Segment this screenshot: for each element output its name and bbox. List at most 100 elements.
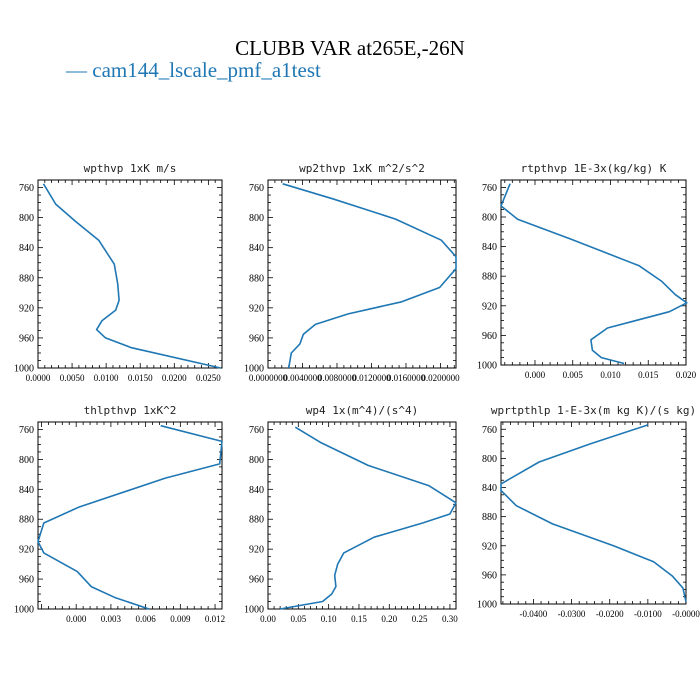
plot-frame	[267, 179, 457, 369]
x-tick-label: 0.000	[66, 614, 87, 624]
y-tick-label: 960	[482, 331, 497, 342]
y-tick-label: 960	[482, 570, 497, 581]
x-tick-label: -0.0200	[596, 609, 624, 619]
x-tick-label: 0.006	[135, 614, 156, 624]
y-tick-label: 960	[249, 333, 264, 344]
x-tick-label: 0.0000	[26, 373, 51, 383]
y-tick-label: 920	[19, 303, 34, 314]
y-tick-label: 840	[249, 243, 264, 254]
x-tick-label: -0.0400	[520, 609, 548, 619]
x-tick-label: 0.0200	[162, 373, 187, 383]
legend-entry: — cam144_lscale_pmf_a1test	[66, 58, 321, 82]
y-tick-label: 760	[482, 425, 497, 436]
x-tick-label: 0.10	[321, 614, 337, 624]
plot-frame	[37, 421, 223, 610]
y-tick-label: 760	[249, 183, 264, 194]
y-tick-label: 800	[249, 455, 264, 466]
y-tick-label: 880	[19, 515, 34, 526]
plot-frame	[267, 421, 457, 610]
panel-6: wprtpthlp 1-E-3x(m kg K)/(s kg) 760 800 840…	[477, 404, 700, 619]
x-tick-label: 0.003	[101, 614, 122, 624]
x-tick-label: 0.0080000	[318, 373, 357, 383]
x-tick-label: 0.0100	[94, 373, 119, 383]
panel-title: wpthvp 1xK m/s	[84, 162, 177, 175]
y-tick-label: 960	[19, 575, 34, 586]
x-tick-label: 0.000	[525, 370, 546, 380]
y-tick-label: 920	[249, 303, 264, 314]
y-tick-label: 840	[482, 483, 497, 494]
y-tick-label: 920	[482, 541, 497, 552]
panel-5: wp4 1x(m^4)/(s^4)76080084088092096010000…	[244, 404, 458, 624]
x-tick-label: 0.0160000	[387, 373, 426, 383]
y-tick-label: 880	[482, 512, 497, 523]
y-tick-label: 760	[19, 183, 34, 194]
panel-title: wprtpthlp 1-E-3x(m kg K)/(s kg)	[491, 404, 696, 417]
x-tick-label: 0.0250	[196, 373, 221, 383]
series-line	[279, 426, 457, 610]
x-tick-label: 0.0040000	[283, 373, 322, 383]
panel-title: thlpthvp 1xK^2	[84, 404, 177, 417]
y-tick-label: 920	[482, 301, 497, 312]
x-tick-label: 0.009	[170, 614, 191, 624]
series-line	[500, 183, 688, 365]
panel-4: thlpthvp 1xK^2 760 800 840 880 920 960 1000 0.00…	[14, 404, 225, 624]
x-tick-label: 0.00	[260, 614, 276, 624]
plot-frame	[500, 179, 687, 366]
series-line	[42, 183, 221, 369]
y-tick-label: 880	[249, 515, 264, 526]
x-tick-label: 0.05	[290, 614, 306, 624]
y-tick-label: 1000	[477, 361, 497, 372]
y-tick-label: 840	[19, 485, 34, 496]
y-tick-label: 800	[482, 454, 497, 465]
panel-title: rtpthvp 1E-3x(kg/kg) K	[521, 162, 667, 175]
y-tick-label: 1000	[244, 605, 264, 616]
y-tick-label: 1000	[244, 364, 264, 375]
x-tick-label: 0.0000000	[249, 373, 288, 383]
y-tick-label: 840	[249, 485, 264, 496]
x-tick-label: 0.012	[205, 614, 225, 624]
y-tick-label: 800	[249, 213, 264, 224]
y-tick-label: 880	[482, 272, 497, 283]
y-tick-label: 760	[19, 425, 34, 436]
x-tick-label: 0.010	[600, 370, 621, 380]
x-tick-label: 0.15	[351, 614, 367, 624]
x-tick-label: -0.0100	[634, 609, 662, 619]
y-tick-label: 1000	[14, 605, 34, 616]
y-tick-label: 760	[249, 425, 264, 436]
x-tick-label: 0.0050	[60, 373, 85, 383]
x-tick-label: 0.25	[412, 614, 428, 624]
y-tick-label: 800	[19, 213, 34, 224]
y-tick-label: 920	[249, 545, 264, 556]
plot-frame	[500, 421, 687, 605]
y-tick-label: 880	[249, 273, 264, 284]
panel-1: wpthvp 1xK m/s76080084088092096010000.00…	[14, 162, 223, 383]
y-tick-label: 960	[19, 333, 34, 344]
panel-2: wp2thvp 1xK m^2/s^2 760 800 840 880 920 960 100…	[244, 162, 460, 383]
x-tick-label: 0.20	[381, 614, 397, 624]
panel-title: wp4 1x(m^4)/(s^4)	[306, 404, 419, 417]
y-tick-label: 920	[19, 545, 34, 556]
y-tick-label: 800	[482, 213, 497, 224]
y-tick-label: 1000	[14, 364, 34, 375]
panel-title: wp2thvp 1xK m^2/s^2	[299, 162, 425, 175]
y-tick-label: 840	[482, 242, 497, 253]
y-tick-label: 840	[19, 243, 34, 254]
x-tick-label: 0.015	[638, 370, 659, 380]
plot-frame	[37, 179, 223, 369]
y-tick-label: 1000	[477, 600, 497, 611]
x-tick-label: 0.30	[442, 614, 458, 624]
y-tick-label: 960	[249, 575, 264, 586]
x-tick-label: 0.0120000	[352, 373, 391, 383]
panel-3: rtpthvp 1E-3x(kg/kg) K 760 800 840 880 920 960…	[477, 162, 697, 380]
x-tick-label: -0.0300	[558, 609, 586, 619]
x-tick-label: 0.020	[676, 370, 697, 380]
x-tick-label: 0.005	[563, 370, 584, 380]
series-line	[500, 424, 687, 602]
y-tick-label: 760	[482, 183, 497, 194]
figure-title: CLUBB VAR at265E,-26N	[235, 36, 465, 60]
y-tick-label: 800	[19, 455, 34, 466]
x-tick-label: 0.0150	[128, 373, 153, 383]
x-tick-label: 0.0200000	[421, 373, 460, 383]
series-line	[282, 183, 457, 369]
